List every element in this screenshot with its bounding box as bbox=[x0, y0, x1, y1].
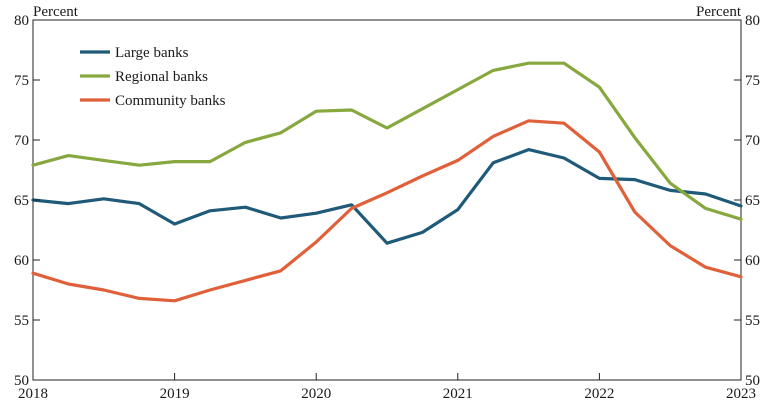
legend-label: Regional banks bbox=[115, 69, 208, 85]
series-layer bbox=[31, 61, 743, 303]
y-tick-label-right: 70 bbox=[745, 133, 760, 149]
y-tick-label-right: 55 bbox=[745, 313, 760, 329]
y-tick-label-left: 55 bbox=[14, 313, 29, 329]
y-tick-label-right: 50 bbox=[745, 373, 760, 389]
legend-label: Large banks bbox=[115, 45, 189, 61]
x-tick-label: 2018 bbox=[18, 386, 48, 402]
series-line-community-banks bbox=[31, 119, 743, 303]
x-tick-label: 2023 bbox=[726, 386, 756, 402]
y-tick-label-left: 60 bbox=[14, 253, 29, 269]
legend: Large banks Regional banks Community banks bbox=[80, 45, 226, 109]
y-tick-label-left: 50 bbox=[14, 373, 29, 389]
x-tick-label: 2022 bbox=[584, 386, 614, 402]
y-tick-label-left: 65 bbox=[14, 193, 29, 209]
series-line-large-banks bbox=[31, 148, 743, 245]
ticks-layer: 50 50 55 55 60 60 65 65 70 70 75 75 80 80 2018 2019 2020… bbox=[14, 13, 760, 402]
y-tick-label-left: 75 bbox=[14, 73, 29, 89]
y-tick-label-right: 60 bbox=[745, 253, 760, 269]
legend-label: Community banks bbox=[115, 93, 226, 109]
y-tick-label-right: 65 bbox=[745, 193, 760, 209]
y-tick-label-right: 75 bbox=[745, 73, 760, 89]
series-line-regional-banks bbox=[31, 61, 743, 221]
x-tick-label: 2021 bbox=[443, 386, 473, 402]
y-axis-label-left: Percent bbox=[33, 4, 79, 20]
y-tick-label-left: 70 bbox=[14, 133, 29, 149]
x-tick-label: 2020 bbox=[301, 386, 331, 402]
y-tick-label-left: 80 bbox=[14, 13, 29, 29]
x-tick-label: 2019 bbox=[160, 386, 190, 402]
y-tick-label-right: 80 bbox=[745, 13, 760, 29]
y-axis-label-right: Percent bbox=[696, 4, 742, 20]
